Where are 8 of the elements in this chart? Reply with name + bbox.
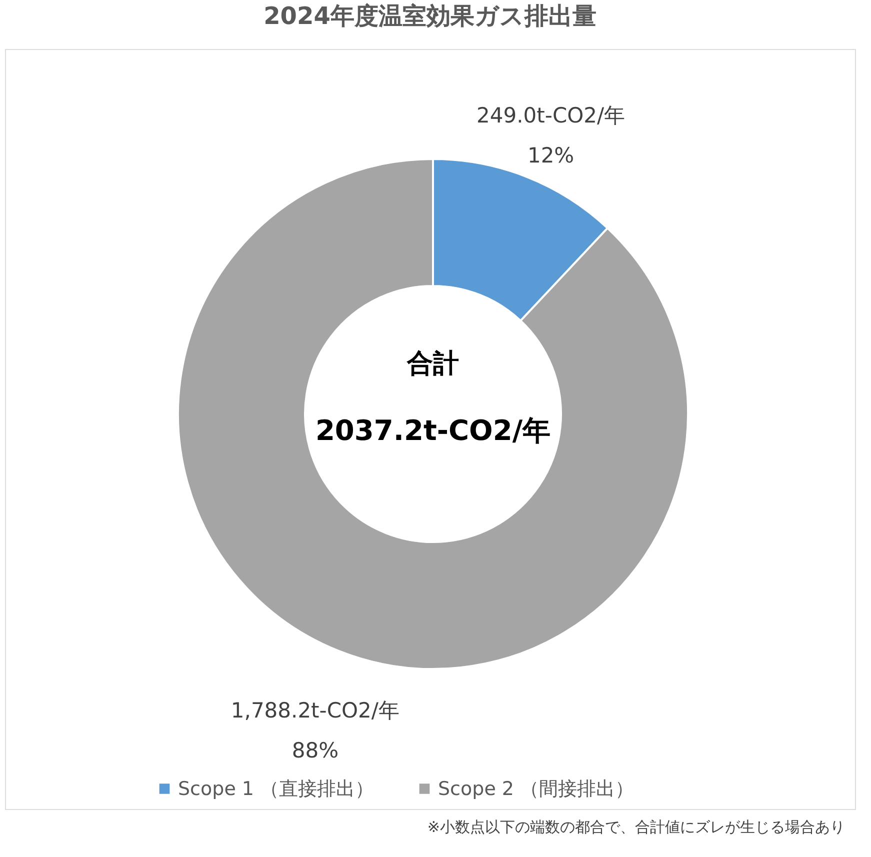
- legend-label: Scope 2 （間接排出）: [438, 778, 634, 800]
- legend-label: Scope 1 （直接排出）: [178, 778, 374, 800]
- text: 合計: [406, 349, 459, 379]
- data-label: 249.0t-CO2/年 12%: [476, 103, 626, 168]
- chart-title: 2024年度温室効果ガス排出量: [264, 2, 596, 30]
- text: 2037.2t-CO2/年: [315, 414, 551, 447]
- text: ※小数点以下の端数の都合で、合計値にズレが生じる場合あり: [427, 818, 845, 836]
- data-label: 1,788.2t-CO2/年 88%: [230, 698, 400, 763]
